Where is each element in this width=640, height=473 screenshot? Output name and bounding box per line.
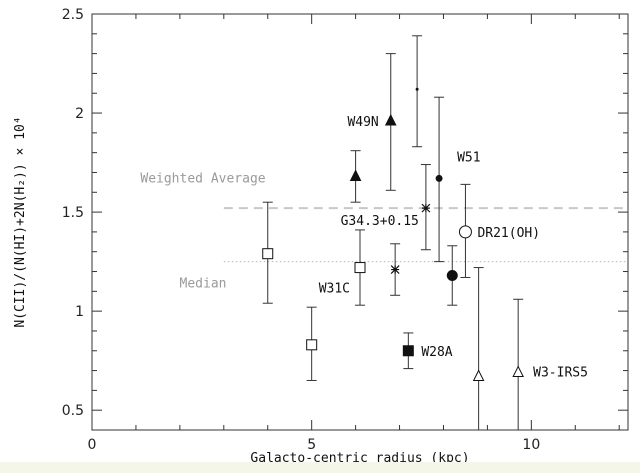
data-point-13: W3-IRS5 xyxy=(512,298,588,430)
data-point-0 xyxy=(262,201,274,304)
point-marker-circle-filled xyxy=(435,174,443,182)
point-marker-triangle-open xyxy=(472,369,485,382)
point-marker-square-open xyxy=(354,262,366,274)
point-marker-circle-filled xyxy=(446,269,458,281)
x-tick-label-2: 10 xyxy=(522,437,540,453)
data-point-4: W49N xyxy=(347,53,397,191)
data-point-9: W51 xyxy=(434,96,481,263)
point-marker-triangle-open xyxy=(512,365,524,378)
axis-ticks: 0 5 10 0.5 1 1.5 2 2.5 xyxy=(62,7,628,453)
data-point-12 xyxy=(472,267,485,430)
point-label: G34.3+0.15 xyxy=(341,214,419,229)
data-points: W31C W49N W28A G34.3+0.15 W51 DR21(OH) W3-IRS5 xyxy=(262,35,588,430)
x-tick-label-1: 5 xyxy=(307,437,316,453)
point-marker-square-open xyxy=(306,339,318,351)
point-marker-circle-open xyxy=(458,225,472,239)
y-axis-title: N(CII)/(N(HI)+2N(H₂)) × 10⁴ xyxy=(13,116,28,327)
reference-lines: Weighted Average Median xyxy=(140,171,628,291)
y-tick-label-1: 1 xyxy=(75,304,84,320)
point-label: W28A xyxy=(421,345,452,360)
data-point-1 xyxy=(306,306,318,381)
point-marker-triangle-filled xyxy=(384,113,397,126)
data-point-5 xyxy=(390,243,401,296)
point-marker-square-filled xyxy=(402,345,414,357)
point-label: DR21(OH) xyxy=(477,226,540,241)
y-tick-label-2: 1.5 xyxy=(62,205,84,221)
data-point-8: G34.3+0.15 xyxy=(341,164,431,251)
y-tick-label-0: 0.5 xyxy=(62,403,84,419)
y-tick-label-3: 2 xyxy=(75,106,84,122)
ref-line-label-0: Weighted Average xyxy=(140,171,265,186)
point-marker-square-open xyxy=(262,248,274,260)
point-label: W31C xyxy=(319,282,350,297)
point-label: W49N xyxy=(347,115,378,130)
footer-band xyxy=(0,462,640,473)
point-label: W51 xyxy=(457,150,480,165)
data-point-2: W31C xyxy=(319,229,366,306)
y-tick-label-4: 2.5 xyxy=(62,7,84,23)
data-point-10 xyxy=(446,245,458,306)
data-point-3 xyxy=(349,150,362,203)
data-point-11: DR21(OH) xyxy=(458,183,540,278)
point-marker-triangle-filled xyxy=(349,169,362,181)
plot-frame xyxy=(91,13,629,431)
point-label: W3-IRS5 xyxy=(533,366,588,381)
ref-line-label-1: Median xyxy=(180,276,227,291)
data-point-7 xyxy=(412,35,423,148)
point-marker-dot xyxy=(415,87,419,91)
x-tick-label-0: 0 xyxy=(88,437,97,453)
point-marker-star xyxy=(390,265,400,274)
data-point-6: W28A xyxy=(402,332,453,370)
point-marker-star xyxy=(421,203,431,213)
